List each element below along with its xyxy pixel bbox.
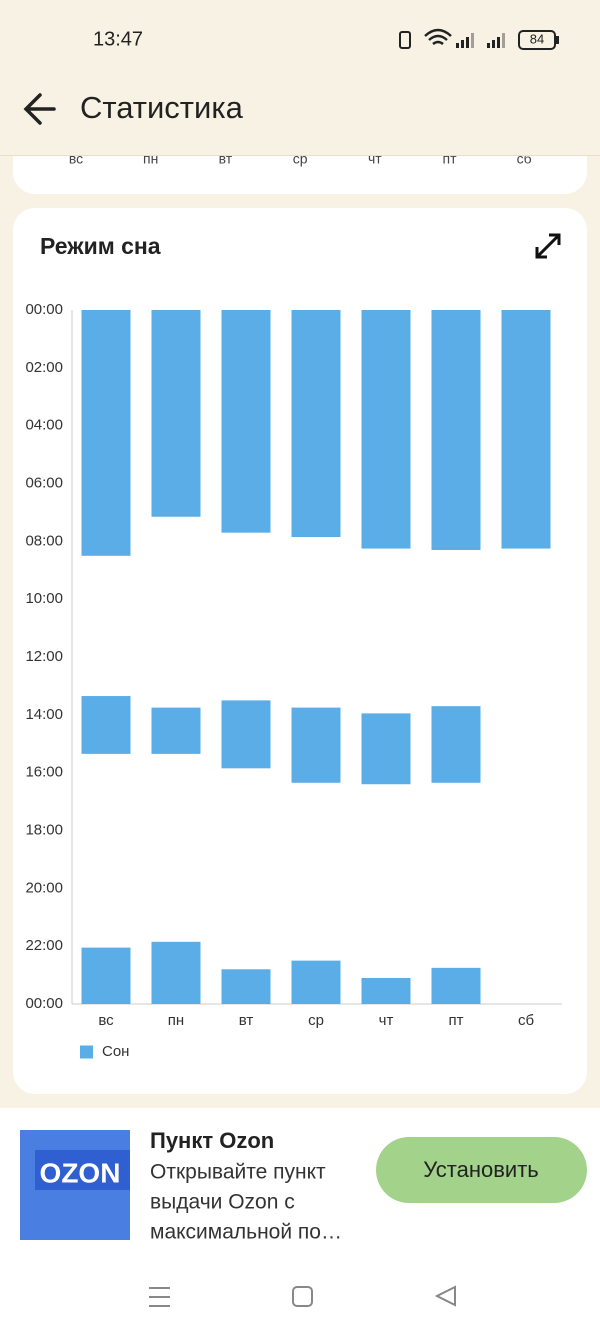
sleep-bar: [81, 310, 131, 556]
nav-home[interactable]: [292, 1286, 313, 1307]
x-tick-label: сб: [518, 1012, 534, 1029]
x-tick-label: пт: [449, 1012, 464, 1029]
sleep-bar: [151, 941, 201, 1004]
y-tick-label: 00:00: [25, 995, 63, 1012]
sleep-bar: [291, 960, 341, 1004]
y-tick-label: 16:00: [25, 764, 63, 781]
legend-swatch: [80, 1045, 93, 1059]
ad-text-line: максимальной по…: [150, 1221, 342, 1244]
legend-label: Сон: [102, 1043, 129, 1060]
sleep-bar: [221, 310, 271, 533]
sleep-bar: [81, 696, 131, 754]
ad-text-line: Открывайте пункт: [150, 1161, 326, 1184]
x-tick-label: вт: [239, 1012, 254, 1029]
sleep-bar: [501, 310, 551, 549]
app-bar: [0, 0, 600, 155]
y-tick-label: 00:00: [25, 301, 63, 318]
ad-text-line: выдачи Ozon с: [150, 1191, 295, 1214]
y-tick-label: 22:00: [25, 937, 63, 954]
sleep-bar: [291, 310, 341, 537]
sleep-bar: [361, 310, 411, 549]
y-tick-label: 12:00: [25, 648, 63, 665]
y-tick-label: 20:00: [25, 879, 63, 896]
sleep-bar: [221, 700, 271, 769]
status-icons: [399, 28, 559, 50]
sleep-bar: [361, 977, 411, 1004]
sleep-bar: [221, 969, 271, 1004]
ad-image-sign: [35, 1150, 130, 1190]
sleep-bar: [431, 310, 481, 551]
sleep-bar: [151, 310, 201, 517]
x-tick-label: вс: [98, 1012, 114, 1029]
x-tick-label: ср: [308, 1012, 324, 1029]
y-tick-label: 18:00: [25, 821, 63, 838]
battery-level: 84: [530, 31, 544, 46]
sleep-bar: [431, 706, 481, 783]
sleep-bar: [361, 713, 411, 785]
y-tick-label: 14:00: [25, 706, 63, 723]
y-tick-label: 08:00: [25, 532, 63, 549]
y-tick-label: 10:00: [25, 590, 63, 607]
install-button-label: Установить: [423, 1157, 538, 1182]
ad-image-text: OZON: [40, 1157, 121, 1188]
install-button[interactable]: [376, 1137, 587, 1203]
chart-title: Режим сна: [40, 233, 161, 259]
expand-button[interactable]: [535, 233, 561, 259]
chart: 00:00 02:00 04:00 06:00 08:00 10:00 12:00 14:00…: [25, 301, 562, 1060]
x-tick-label: пн: [168, 1012, 184, 1029]
ad-text: Открывайте пункт выдачи Ozon с максимально…: [150, 1161, 342, 1244]
sleep-bar: [81, 947, 131, 1004]
sleep-bar: [431, 967, 481, 1004]
y-tick-label: 02:00: [25, 359, 63, 376]
sleep-bar: [151, 707, 201, 754]
sleep-bar: [291, 707, 341, 783]
back-button[interactable]: [23, 93, 56, 125]
x-tick-label: чт: [379, 1012, 394, 1029]
ad-title: Пункт Ozon: [150, 1128, 274, 1153]
y-tick-label: 06:00: [25, 474, 63, 491]
nav-bar: [0, 1258, 600, 1332]
status-time: 13:47: [93, 28, 143, 50]
y-tick-label: 04:00: [25, 417, 63, 434]
page-title: Статистика: [80, 90, 244, 125]
nav-menu[interactable]: [149, 1287, 170, 1307]
nav-back[interactable]: [434, 1285, 456, 1307]
